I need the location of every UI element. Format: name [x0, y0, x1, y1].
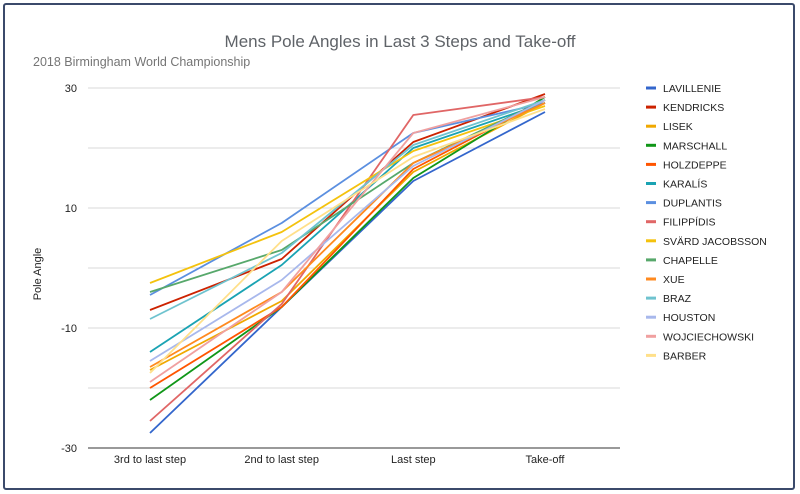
y-tick-label: -30	[61, 443, 77, 455]
series-line-holzdeppe	[149, 99, 546, 389]
chart-subtitle: 2018 Birmingham World Championship	[33, 55, 250, 69]
legend-label-duplantis: DUPLANTIS	[663, 198, 722, 210]
legend-label-barber: BARBER	[663, 350, 707, 362]
series-line-wojciechowski	[149, 96, 546, 383]
x-tick-label: 2nd to last step	[244, 454, 319, 466]
series-line-sv-rd-jacobsson	[149, 105, 546, 284]
series-line-duplantis	[149, 102, 546, 296]
legend-label-kendricks: KENDRICKS	[663, 102, 724, 114]
axis-ticks: 30 10 -10 -30 3rd to last step 2nd to last st…	[61, 83, 565, 466]
legend-label-lavillenie: LAVILLENIE	[663, 83, 721, 95]
x-tick-label: Take-off	[526, 454, 566, 466]
series-line-lavillenie	[149, 111, 546, 434]
chart-title: Mens Pole Angles in Last 3 Steps and Tak…	[225, 32, 576, 51]
series-line-marschall	[149, 96, 546, 401]
legend-label-braz: BRAZ	[663, 293, 692, 305]
legend-label-filipp-dis: FILIPPÍDIS	[663, 216, 716, 229]
y-axis-label: Pole Angle	[32, 248, 44, 301]
y-tick-label: 10	[65, 203, 77, 215]
series-line-filipp-dis	[149, 96, 546, 422]
legend-label-wojciechowski: WOJCIECHOWSKI	[663, 331, 754, 343]
gridlines	[88, 87, 620, 449]
legend: LAVILLENIE KENDRICKS LISEK MARSCHALL HOLZDEP…	[646, 83, 767, 362]
legend-label-chapelle: CHAPELLE	[663, 255, 718, 267]
series-line-barber	[149, 108, 546, 374]
series-lines	[149, 93, 546, 434]
legend-label-holzdeppe: HOLZDEPPE	[663, 159, 727, 171]
series-line-houston	[149, 99, 546, 362]
x-tick-label: 3rd to last step	[114, 454, 186, 466]
legend-label-sv-rd-jacobsson: SVÄRD JACOBSSON	[663, 236, 767, 248]
y-tick-label: 30	[65, 83, 77, 95]
legend-label-lisek: LISEK	[663, 121, 693, 133]
legend-label-karal-s: KARALÍS	[663, 178, 707, 191]
legend-label-xue: XUE	[663, 274, 685, 286]
legend-label-marschall: MARSCHALL	[663, 140, 727, 152]
chart-frame	[3, 3, 795, 490]
x-tick-label: Last step	[391, 454, 436, 466]
legend-label-houston: HOUSTON	[663, 312, 715, 324]
y-tick-label: -10	[61, 323, 77, 335]
series-line-chapelle	[149, 99, 546, 293]
